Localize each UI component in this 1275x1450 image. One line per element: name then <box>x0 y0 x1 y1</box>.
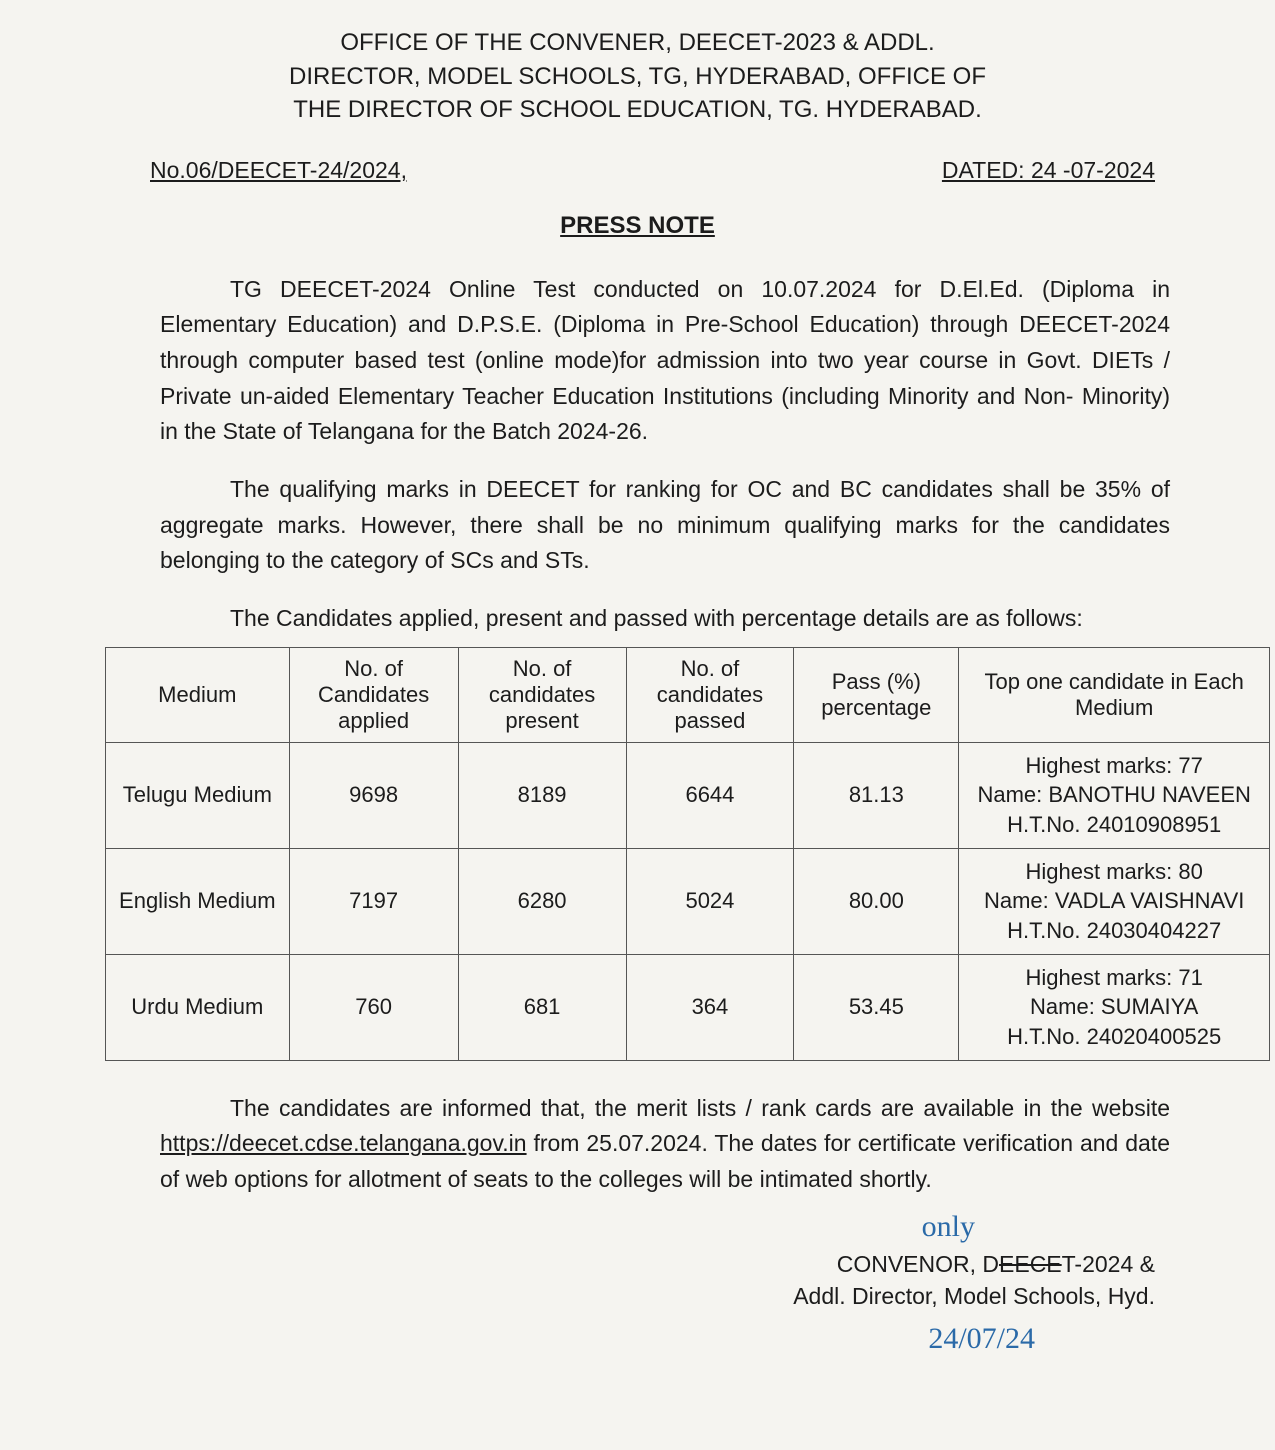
results-table: Medium No. of Candidates applied No. of … <box>105 647 1270 1061</box>
document-title: PRESS NOTE <box>60 212 1215 240</box>
cell-medium: Urdu Medium <box>106 954 290 1060</box>
sig-line1c: T-2024 & <box>1062 1251 1155 1277</box>
col-passed: No. of candidates passed <box>626 647 794 742</box>
cell-medium: English Medium <box>106 848 290 954</box>
cell-passed: 6644 <box>626 742 794 848</box>
cell-passpct: 81.13 <box>794 742 959 848</box>
paragraph-2: The qualifying marks in DEECET for ranki… <box>160 472 1170 579</box>
cell-present: 8189 <box>458 742 626 848</box>
paragraph-3: The Candidates applied, present and pass… <box>160 601 1170 637</box>
table-row: Telugu Medium 9698 8189 6644 81.13 Highe… <box>106 742 1270 848</box>
signature-scribble: only <box>922 1206 975 1248</box>
cell-applied: 7197 <box>289 848 458 954</box>
ref-date-row: No.06/DEECET-24/2024, DATED: 24 -07-2024 <box>150 157 1155 184</box>
cell-present: 6280 <box>458 848 626 954</box>
signatory-line2: Addl. Director, Model Schools, Hyd. <box>793 1283 1155 1309</box>
cell-top: Highest marks: 77 Name: BANOTHU NAVEEN H… <box>959 742 1270 848</box>
paragraph-4: The candidates are informed that, the me… <box>160 1091 1170 1198</box>
cell-top: Highest marks: 80 Name: VADLA VAISHNAVI … <box>959 848 1270 954</box>
top-name: Name: SUMAIYA <box>969 992 1259 1022</box>
cell-applied: 760 <box>289 954 458 1060</box>
signatory-line1: CONVENOR, DEECET-2024 & <box>837 1251 1155 1277</box>
reference-number: No.06/DEECET-24/2024, <box>150 157 407 184</box>
sig-line1b-struck: EECE <box>999 1251 1062 1277</box>
cell-medium: Telugu Medium <box>106 742 290 848</box>
para4-pre: The candidates are informed that, the me… <box>230 1095 1170 1121</box>
office-header-line1: OFFICE OF THE CONVENER, DEECET-2023 & AD… <box>188 26 1088 60</box>
top-name: Name: VADLA VAISHNAVI <box>969 886 1259 916</box>
table-row: Urdu Medium 760 681 364 53.45 Highest ma… <box>106 954 1270 1060</box>
cell-passed: 5024 <box>626 848 794 954</box>
cell-passed: 364 <box>626 954 794 1060</box>
handwritten-date: 24/07/24 <box>928 1318 1035 1360</box>
cell-passpct: 53.45 <box>794 954 959 1060</box>
col-passpct: Pass (%) percentage <box>794 647 959 742</box>
signature-block: only CONVENOR, DEECET-2024 & Addl. Direc… <box>60 1206 1155 1360</box>
col-present: No. of candidates present <box>458 647 626 742</box>
press-note-page: OFFICE OF THE CONVENER, DEECET-2023 & AD… <box>0 0 1275 1450</box>
cell-top: Highest marks: 71 Name: SUMAIYA H.T.No. … <box>959 954 1270 1060</box>
top-htno: H.T.No. 24020400525 <box>969 1022 1259 1052</box>
top-htno: H.T.No. 24010908951 <box>969 810 1259 840</box>
cell-passpct: 80.00 <box>794 848 959 954</box>
col-top: Top one candidate in Each Medium <box>959 647 1270 742</box>
office-header: OFFICE OF THE CONVENER, DEECET-2023 & AD… <box>188 26 1088 127</box>
website-link[interactable]: https://deecet.cdse.telangana.gov.in <box>160 1130 527 1156</box>
top-htno: H.T.No. 24030404227 <box>969 916 1259 946</box>
table-row: English Medium 7197 6280 5024 80.00 High… <box>106 848 1270 954</box>
top-marks: Highest marks: 71 <box>969 963 1259 993</box>
office-header-line3: THE DIRECTOR OF SCHOOL EDUCATION, TG. HY… <box>188 93 1088 127</box>
office-header-line2: DIRECTOR, MODEL SCHOOLS, TG, HYDERABAD, … <box>188 60 1088 94</box>
sig-line1a: CONVENOR, D <box>837 1251 999 1277</box>
top-name: Name: BANOTHU NAVEEN <box>969 780 1259 810</box>
col-applied: No. of Candidates applied <box>289 647 458 742</box>
dated-label: DATED: 24 -07-2024 <box>942 157 1155 184</box>
top-marks: Highest marks: 80 <box>969 857 1259 887</box>
cell-applied: 9698 <box>289 742 458 848</box>
top-marks: Highest marks: 77 <box>969 751 1259 781</box>
paragraph-1: TG DEECET-2024 Online Test conducted on … <box>160 272 1170 450</box>
table-header-row: Medium No. of Candidates applied No. of … <box>106 647 1270 742</box>
col-medium: Medium <box>106 647 290 742</box>
cell-present: 681 <box>458 954 626 1060</box>
